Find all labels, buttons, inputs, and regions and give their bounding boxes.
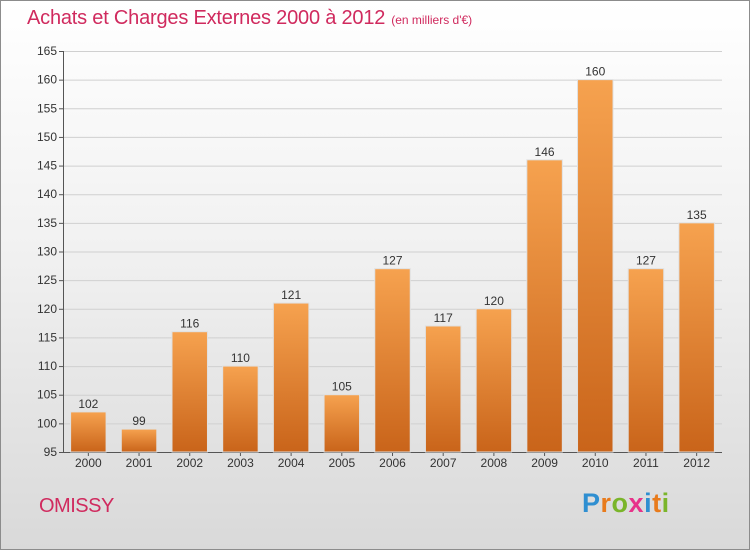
bar-2003 <box>222 365 259 453</box>
data-label-2004: 121 <box>281 288 301 302</box>
data-label-2010: 160 <box>585 65 605 79</box>
bar-2008 <box>475 308 513 453</box>
x-tick-label-2006: 2006 <box>379 456 406 470</box>
x-tick-label-2005: 2005 <box>328 456 355 470</box>
data-label-2008: 120 <box>484 294 504 308</box>
bar-2012 <box>678 222 715 453</box>
commune-name: OMISSY <box>39 495 114 517</box>
bar-2011 <box>627 268 665 453</box>
data-label-2007: 117 <box>434 311 453 325</box>
y-tick-label: 160 <box>37 73 57 87</box>
logo-letter: t <box>652 488 662 518</box>
x-tick-label-2002: 2002 <box>176 456 203 470</box>
x-tick-label-2008: 2008 <box>481 456 508 470</box>
y-tick-label: 135 <box>37 216 57 230</box>
x-tick-label-2007: 2007 <box>430 456 457 470</box>
data-label-2000: 102 <box>78 397 98 411</box>
y-tick-label: 115 <box>38 330 57 344</box>
data-label-2006: 127 <box>382 254 402 268</box>
logo-letter: i <box>661 488 670 518</box>
logo-letter: P <box>582 488 601 518</box>
data-label-2012: 135 <box>687 208 707 222</box>
bar-2004 <box>272 302 310 453</box>
logo-letter: r <box>600 488 612 518</box>
x-tick-label-2000: 2000 <box>75 456 102 470</box>
bar-2001 <box>120 428 158 453</box>
y-tick-label: 125 <box>37 273 57 287</box>
x-tick-label-2010: 2010 <box>582 456 609 470</box>
x-tick-label-2003: 2003 <box>227 456 254 470</box>
logo-letter: i <box>644 488 653 518</box>
y-tick-label: 105 <box>37 388 57 402</box>
x-tick-label-2011: 2011 <box>633 456 659 470</box>
y-tick-label: 165 <box>37 44 57 58</box>
y-tick-label: 110 <box>38 359 57 373</box>
chart-title-text: Achats et Charges Externes 2000 à 2012 <box>27 7 386 29</box>
bar-2000 <box>70 411 107 453</box>
chart-unit-text: (en milliers d'€) <box>391 13 473 27</box>
data-label-2005: 105 <box>332 380 352 394</box>
data-label-2009: 146 <box>535 145 555 159</box>
logo-letter: x <box>628 488 645 518</box>
y-tick-label: 150 <box>37 130 57 144</box>
bar-2005 <box>323 394 361 453</box>
y-tick-label: 120 <box>37 302 57 316</box>
y-tick-label: 100 <box>37 416 57 430</box>
x-tick-label-2009: 2009 <box>531 456 558 470</box>
bar-2002 <box>171 331 208 453</box>
y-tick-label: 130 <box>37 245 57 259</box>
x-tick-label-2012: 2012 <box>683 456 710 470</box>
bar-2010 <box>577 79 614 453</box>
y-tick-label: 155 <box>37 101 57 115</box>
x-tick-label-2004: 2004 <box>278 456 305 470</box>
data-label-2003: 110 <box>231 351 250 365</box>
data-label-2011: 127 <box>636 254 656 268</box>
labels: 95 100 105 110 115 120 125 130 135 140 145 150 155 16… <box>37 44 710 470</box>
y-tick-label: 140 <box>37 187 57 201</box>
bar-2007 <box>424 325 462 453</box>
chart-title: Achats et Charges Externes 2000 à 2012 (e… <box>27 7 472 30</box>
data-label-2002: 116 <box>180 317 199 331</box>
logo-letter: o <box>611 488 629 518</box>
proxiti-logo: Proxiti <box>582 488 670 519</box>
data-label-2001: 99 <box>132 414 146 428</box>
bars <box>70 79 715 453</box>
bar-2006 <box>374 268 411 453</box>
x-tick-label-2001: 2001 <box>126 456 153 470</box>
y-tick-label: 95 <box>44 445 58 459</box>
y-tick-label: 145 <box>37 159 57 173</box>
bar-2009 <box>526 159 563 453</box>
